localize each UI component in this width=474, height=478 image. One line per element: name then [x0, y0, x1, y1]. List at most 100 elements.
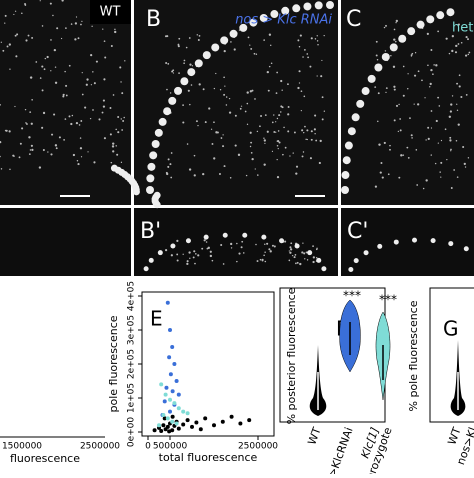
nucleus: [436, 11, 445, 20]
x-tick-label: WT: [445, 425, 463, 446]
speckle: [41, 65, 44, 68]
speckle: [81, 72, 83, 74]
speckle: [167, 165, 170, 168]
speckle: [302, 242, 304, 244]
speckle: [211, 259, 214, 262]
speckle: [383, 141, 386, 145]
micrographs: [0, 0, 474, 276]
nucleus: [168, 96, 177, 105]
point: [194, 420, 199, 425]
nucleus: [446, 8, 455, 17]
speckle: [381, 176, 384, 179]
speckle: [191, 65, 194, 67]
speckle: [268, 33, 272, 36]
speckle: [456, 109, 459, 111]
speckle: [78, 124, 81, 126]
speckle: [2, 49, 5, 52]
nucleus: [326, 1, 334, 9]
speckle: [307, 56, 310, 59]
nucleus: [374, 63, 383, 72]
speckle: [213, 157, 216, 160]
speckle: [253, 52, 256, 55]
speckle: [111, 145, 115, 148]
nucleus: [307, 250, 313, 256]
speckle: [204, 121, 207, 123]
nucleus: [316, 257, 322, 263]
nucleus: [211, 43, 220, 52]
nucleus: [426, 15, 435, 24]
nucleus: [239, 23, 248, 32]
genotype-label: nos > Klc RNAi: [235, 13, 332, 28]
speckle: [55, 147, 58, 150]
point: [170, 389, 175, 394]
speckle: [39, 0, 41, 2]
speckle: [75, 121, 79, 125]
speckle: [429, 86, 431, 88]
speckle: [60, 37, 63, 40]
nucleus: [407, 27, 416, 36]
speckle: [70, 23, 73, 25]
speckle: [296, 261, 299, 264]
speckle: [251, 157, 254, 161]
speckle: [194, 262, 196, 265]
nucleus: [146, 174, 155, 183]
speckle: [26, 123, 28, 125]
speckle: [303, 95, 306, 98]
speckle: [215, 72, 217, 75]
speckle: [205, 241, 208, 243]
nucleus: [448, 241, 454, 247]
speckle: [310, 138, 313, 141]
nucleus: [351, 113, 360, 122]
speckle: [467, 53, 470, 56]
speckle: [290, 242, 293, 245]
speckle: [51, 133, 54, 136]
speckle: [91, 25, 93, 27]
nucleus: [341, 186, 349, 194]
speckle: [451, 49, 454, 53]
speckle: [270, 62, 273, 64]
speckle: [209, 254, 213, 258]
speckle: [426, 32, 429, 35]
speckle: [271, 244, 274, 247]
speckle: [195, 120, 198, 123]
speckle: [321, 59, 323, 62]
point: [172, 401, 177, 406]
speckle: [380, 162, 383, 165]
speckle: [264, 243, 266, 246]
nucleus: [151, 139, 160, 148]
speckle: [254, 98, 256, 100]
speckle: [454, 51, 458, 54]
speckle: [259, 258, 262, 261]
nucleus: [342, 156, 351, 165]
speckle: [306, 138, 308, 141]
speckle: [230, 247, 233, 249]
speckle: [318, 161, 321, 165]
speckle: [282, 153, 284, 156]
speckle: [261, 258, 264, 261]
speckle: [445, 37, 448, 40]
nucleus: [381, 52, 390, 61]
point: [161, 413, 166, 417]
speckle: [198, 35, 201, 37]
speckle: [306, 129, 309, 132]
speckle: [230, 41, 232, 43]
speckle: [223, 165, 226, 168]
speckle: [41, 25, 44, 27]
speckle: [435, 64, 438, 67]
speckle: [115, 128, 117, 131]
genotype-tag: WT: [100, 5, 121, 20]
speckle: [110, 161, 113, 164]
speckle: [406, 146, 409, 149]
speckle: [176, 259, 179, 262]
speckle: [230, 242, 233, 246]
speckle: [46, 55, 49, 59]
speckle: [6, 45, 9, 48]
speckle: [176, 253, 179, 256]
speckle: [0, 41, 2, 43]
speckle: [398, 103, 400, 106]
point: [167, 355, 172, 360]
speckle: [13, 13, 15, 16]
point: [168, 409, 172, 414]
nucleus: [321, 266, 327, 272]
nucleus: [344, 141, 353, 150]
